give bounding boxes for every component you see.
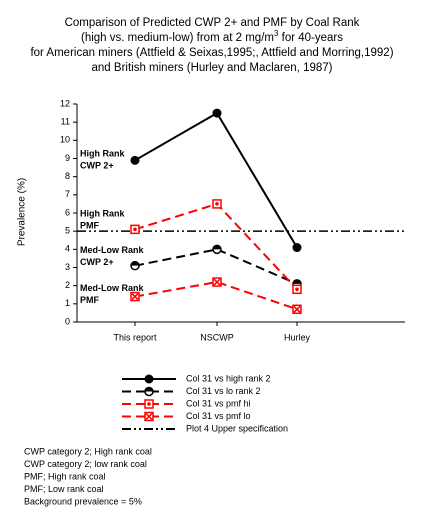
marker [292, 243, 302, 253]
y-tick-label: 10 [60, 135, 70, 145]
marker-shape [213, 245, 221, 250]
marker-shape [145, 387, 153, 392]
marker-shape [147, 402, 151, 406]
marker [130, 291, 140, 302]
y-tick-label: 8 [65, 171, 70, 181]
title-line: (high vs. medium-low) from at 2 mg/m3 fo… [81, 29, 343, 44]
legend-label: Col 31 vs pmf lo [186, 411, 251, 421]
y-tick-label: 7 [65, 189, 70, 199]
marker-shape [130, 155, 140, 165]
marker [212, 199, 222, 209]
title-line: and British miners (Hurley and Maclaren,… [92, 62, 333, 74]
annotation: High Rank [80, 149, 125, 159]
note: PMF; High rank coal [24, 471, 106, 481]
x-tick-label: This report [113, 332, 157, 342]
marker-shape [145, 412, 153, 421]
legend-label: Col 31 vs pmf hi [186, 398, 251, 408]
legend-label: Col 31 vs lo rank 2 [186, 386, 261, 396]
title-line: for American miners (Attfield & Seixas,1… [30, 47, 393, 59]
annotation: High Rank [80, 209, 125, 219]
y-tick-label: 1 [65, 298, 70, 308]
marker [130, 224, 140, 235]
marker [130, 155, 140, 165]
marker-shape [295, 287, 299, 292]
annotation: CWP 2+ [80, 161, 114, 171]
x-tick-label: NSCWP [200, 332, 234, 342]
annotation: Med-Low Rank [80, 245, 144, 255]
legend-marker [144, 386, 154, 397]
note: CWP category 2; low rank coal [24, 459, 147, 469]
y-tick-label: 12 [60, 98, 70, 108]
marker-shape [292, 243, 302, 253]
annotation: Med-Low Rank [80, 283, 144, 293]
series-line [134, 111, 298, 249]
annotation: CWP 2+ [80, 257, 114, 267]
legend-label: Plot 4 Upper specification [186, 423, 288, 433]
marker [212, 108, 222, 118]
marker [130, 260, 140, 271]
title-line: Comparison of Predicted CWP 2+ and PMF b… [65, 17, 360, 29]
title-part: for 40-years [278, 32, 343, 44]
annotation: PMF [80, 295, 100, 305]
marker-shape [293, 279, 301, 284]
legend-label: Col 31 vs high rank 2 [186, 373, 271, 383]
marker [292, 284, 302, 295]
y-tick-label: 2 [65, 280, 70, 290]
marker-shape [133, 227, 137, 232]
marker-shape [212, 108, 222, 118]
title-sup: 3 [274, 29, 279, 38]
marker [212, 277, 222, 287]
x-tick-label: Hurley [284, 332, 311, 342]
note: PMF; Low rank coal [24, 484, 104, 494]
legend-marker [144, 374, 154, 384]
marker-shape [144, 374, 154, 384]
note: CWP category 2; High rank coal [24, 446, 152, 456]
series-line [134, 248, 298, 285]
note: Background prevalence = 5% [24, 496, 142, 506]
y-tick-label: 4 [65, 244, 70, 254]
marker [292, 304, 302, 315]
marker-shape [131, 293, 139, 301]
y-tick-label: 11 [61, 117, 70, 127]
legend-marker [144, 411, 154, 422]
marker-shape [213, 278, 221, 286]
y-tick-label: 0 [65, 316, 70, 326]
title-part: (high vs. medium-low) from at 2 mg/m [81, 32, 274, 44]
marker-shape [293, 305, 301, 313]
y-tick-label: 9 [65, 153, 70, 163]
title: Comparison of Predicted CWP 2+ and PMF b… [30, 17, 393, 74]
y-axis-label: Prevalence (%) [17, 178, 28, 246]
marker-shape [215, 202, 219, 206]
y-tick-label: 5 [65, 226, 70, 236]
marker-shape [131, 261, 139, 266]
y-tick-label: 6 [65, 207, 70, 217]
y-tick-label: 3 [65, 262, 70, 272]
legend-marker [144, 399, 154, 409]
marker [212, 244, 222, 255]
annotation: PMF [80, 221, 100, 231]
